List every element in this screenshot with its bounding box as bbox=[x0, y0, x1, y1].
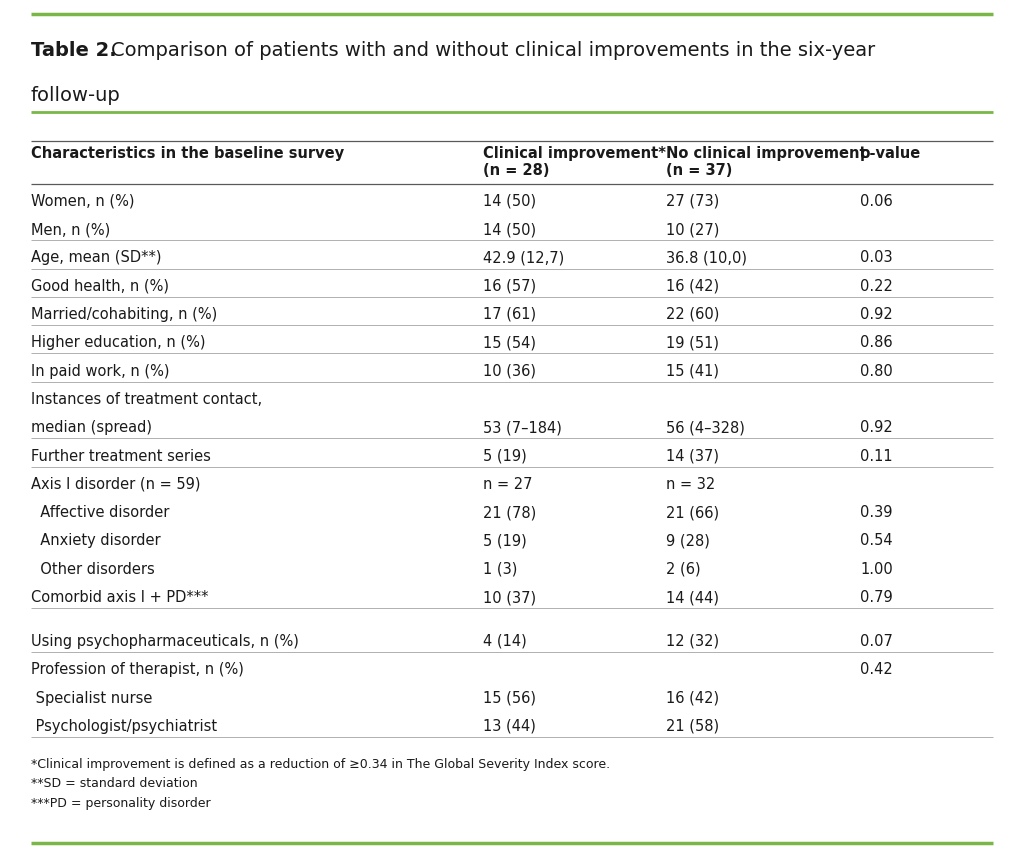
Text: 16 (57): 16 (57) bbox=[483, 279, 537, 293]
Text: 0.03: 0.03 bbox=[860, 251, 893, 265]
Text: 4 (14): 4 (14) bbox=[483, 634, 527, 649]
Text: 0.86: 0.86 bbox=[860, 335, 893, 350]
Text: Clinical improvement*
(n = 28): Clinical improvement* (n = 28) bbox=[483, 146, 667, 178]
Text: Instances of treatment contact,: Instances of treatment contact, bbox=[31, 392, 262, 407]
Text: n = 32: n = 32 bbox=[666, 477, 715, 492]
Text: 0.22: 0.22 bbox=[860, 279, 893, 293]
Text: Axis I disorder (n = 59): Axis I disorder (n = 59) bbox=[31, 477, 201, 492]
Text: 27 (73): 27 (73) bbox=[666, 194, 719, 208]
Text: 36.8 (10,0): 36.8 (10,0) bbox=[666, 251, 746, 265]
Text: Anxiety disorder: Anxiety disorder bbox=[31, 534, 161, 548]
Text: 14 (50): 14 (50) bbox=[483, 222, 537, 237]
Text: 0.80: 0.80 bbox=[860, 364, 893, 378]
Text: Comparison of patients with and without clinical improvements in the six-year: Comparison of patients with and without … bbox=[111, 41, 874, 60]
Text: 14 (37): 14 (37) bbox=[666, 449, 719, 463]
Text: 14 (50): 14 (50) bbox=[483, 194, 537, 208]
Text: 5 (19): 5 (19) bbox=[483, 534, 527, 548]
Text: Affective disorder: Affective disorder bbox=[31, 505, 169, 520]
Text: Table 2.: Table 2. bbox=[31, 41, 117, 60]
Text: 0.92: 0.92 bbox=[860, 307, 893, 322]
Text: 15 (41): 15 (41) bbox=[666, 364, 719, 378]
Text: 19 (51): 19 (51) bbox=[666, 335, 719, 350]
Text: 10 (27): 10 (27) bbox=[666, 222, 719, 237]
Text: Good health, n (%): Good health, n (%) bbox=[31, 279, 169, 293]
Text: **SD = standard deviation: **SD = standard deviation bbox=[31, 777, 198, 790]
Text: 10 (36): 10 (36) bbox=[483, 364, 537, 378]
Text: 16 (42): 16 (42) bbox=[666, 279, 719, 293]
Text: 17 (61): 17 (61) bbox=[483, 307, 537, 322]
Text: In paid work, n (%): In paid work, n (%) bbox=[31, 364, 169, 378]
Text: 14 (44): 14 (44) bbox=[666, 590, 719, 605]
Text: 0.42: 0.42 bbox=[860, 662, 893, 677]
Text: Women, n (%): Women, n (%) bbox=[31, 194, 134, 208]
Text: Characteristics in the baseline survey: Characteristics in the baseline survey bbox=[31, 146, 344, 160]
Text: 22 (60): 22 (60) bbox=[666, 307, 719, 322]
Text: *Clinical improvement is defined as a reduction of ≥0.34 in The Global Severity : *Clinical improvement is defined as a re… bbox=[31, 758, 610, 770]
Text: ***PD = personality disorder: ***PD = personality disorder bbox=[31, 797, 210, 810]
Text: 15 (56): 15 (56) bbox=[483, 691, 537, 705]
Text: 9 (28): 9 (28) bbox=[666, 534, 710, 548]
Text: 0.39: 0.39 bbox=[860, 505, 893, 520]
Text: 0.07: 0.07 bbox=[860, 634, 893, 649]
Text: 5 (19): 5 (19) bbox=[483, 449, 527, 463]
Text: 0.06: 0.06 bbox=[860, 194, 893, 208]
Text: 21 (78): 21 (78) bbox=[483, 505, 537, 520]
Text: 16 (42): 16 (42) bbox=[666, 691, 719, 705]
Text: Age, mean (SD**): Age, mean (SD**) bbox=[31, 251, 161, 265]
Text: 56 (4–328): 56 (4–328) bbox=[666, 420, 744, 435]
Text: median (spread): median (spread) bbox=[31, 420, 152, 435]
Text: 1 (3): 1 (3) bbox=[483, 562, 518, 577]
Text: Other disorders: Other disorders bbox=[31, 562, 155, 577]
Text: Using psychopharmaceuticals, n (%): Using psychopharmaceuticals, n (%) bbox=[31, 634, 299, 649]
Text: 42.9 (12,7): 42.9 (12,7) bbox=[483, 251, 564, 265]
Text: 15 (54): 15 (54) bbox=[483, 335, 537, 350]
Text: 0.54: 0.54 bbox=[860, 534, 893, 548]
Text: 1.00: 1.00 bbox=[860, 562, 893, 577]
Text: 10 (37): 10 (37) bbox=[483, 590, 537, 605]
Text: Comorbid axis I + PD***: Comorbid axis I + PD*** bbox=[31, 590, 208, 605]
Text: 12 (32): 12 (32) bbox=[666, 634, 719, 649]
Text: 2 (6): 2 (6) bbox=[666, 562, 700, 577]
Text: 21 (66): 21 (66) bbox=[666, 505, 719, 520]
Text: 53 (7–184): 53 (7–184) bbox=[483, 420, 562, 435]
Text: n = 27: n = 27 bbox=[483, 477, 532, 492]
Text: follow-up: follow-up bbox=[31, 86, 121, 105]
Text: 21 (58): 21 (58) bbox=[666, 719, 719, 734]
Text: 0.79: 0.79 bbox=[860, 590, 893, 605]
Text: Higher education, n (%): Higher education, n (%) bbox=[31, 335, 205, 350]
Text: 0.11: 0.11 bbox=[860, 449, 893, 463]
Text: Specialist nurse: Specialist nurse bbox=[31, 691, 153, 705]
Text: 0.92: 0.92 bbox=[860, 420, 893, 435]
Text: Men, n (%): Men, n (%) bbox=[31, 222, 110, 237]
Text: p-value: p-value bbox=[860, 146, 922, 160]
Text: Profession of therapist, n (%): Profession of therapist, n (%) bbox=[31, 662, 244, 677]
Text: Psychologist/psychiatrist: Psychologist/psychiatrist bbox=[31, 719, 217, 734]
Text: 13 (44): 13 (44) bbox=[483, 719, 537, 734]
Text: Further treatment series: Further treatment series bbox=[31, 449, 211, 463]
Text: Married/cohabiting, n (%): Married/cohabiting, n (%) bbox=[31, 307, 217, 322]
Text: No clinical improvement
(n = 37): No clinical improvement (n = 37) bbox=[666, 146, 866, 178]
